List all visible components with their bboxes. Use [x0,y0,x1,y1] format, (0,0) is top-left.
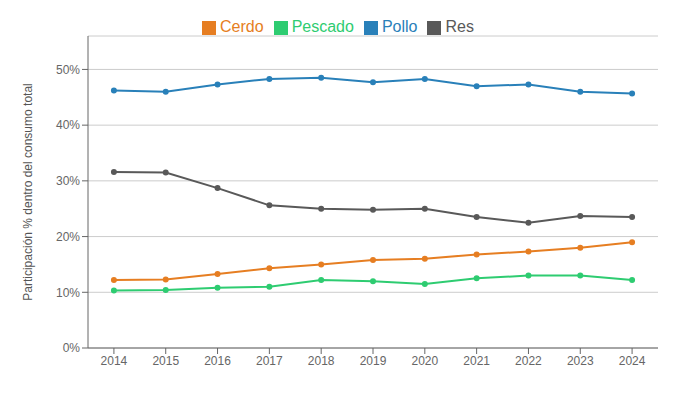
svg-text:0%: 0% [63,341,81,355]
html-text:Pescado: Pescado [291,18,354,35]
svg-text:2024: 2024 [619,354,646,368]
svg-text:2022: 2022 [515,354,542,368]
svg-text:2017: 2017 [256,354,283,368]
html-text:Pollo: Pollo [381,18,418,35]
svg-text:40%: 40% [56,118,80,132]
svg-text:2020: 2020 [411,354,438,368]
svg-text:2016: 2016 [204,354,231,368]
svg-text:2014: 2014 [101,354,128,368]
html-text:Cerdo: Cerdo [220,18,264,35]
svg-text:2021: 2021 [463,354,490,368]
svg-text:2015: 2015 [152,354,179,368]
svg-text:30%: 30% [56,174,80,188]
svg-text:Participación % dentro del con: Participación % dentro del consumo total [21,83,35,300]
svg-text:2019: 2019 [360,354,387,368]
svg-text:2023: 2023 [567,354,594,368]
html-text:Res: Res [445,18,474,35]
svg-text:20%: 20% [56,230,80,244]
svg-text:2018: 2018 [308,354,335,368]
svg-text:50%: 50% [56,63,80,77]
svg-text:10%: 10% [56,286,80,300]
